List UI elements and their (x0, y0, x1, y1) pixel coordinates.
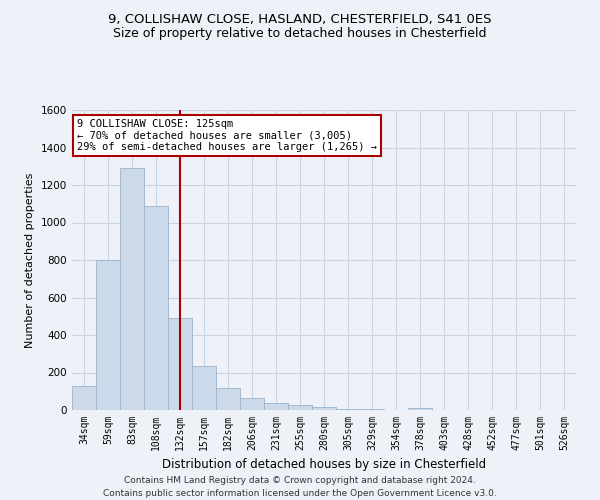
Bar (264, 404, 288, 410)
Text: Size of property relative to detached houses in Chesterfield: Size of property relative to detached ho… (113, 28, 487, 40)
Bar (312, 407, 336, 410)
Bar (144, 206, 168, 410)
Bar (336, 408, 360, 410)
Text: 9 COLLISHAW CLOSE: 125sqm
← 70% of detached houses are smaller (3,005)
29% of se: 9 COLLISHAW CLOSE: 125sqm ← 70% of detac… (77, 119, 377, 152)
Bar (192, 366, 216, 410)
Bar (120, 168, 144, 410)
Bar (288, 406, 312, 410)
Text: Contains HM Land Registry data © Crown copyright and database right 2024.
Contai: Contains HM Land Registry data © Crown c… (103, 476, 497, 498)
Bar (168, 318, 192, 410)
Bar (408, 408, 432, 410)
Bar (240, 398, 264, 410)
X-axis label: Distribution of detached houses by size in Chesterfield: Distribution of detached houses by size … (162, 458, 486, 471)
Y-axis label: Number of detached properties: Number of detached properties (25, 172, 35, 348)
Bar (96, 260, 120, 410)
Text: 9, COLLISHAW CLOSE, HASLAND, CHESTERFIELD, S41 0ES: 9, COLLISHAW CLOSE, HASLAND, CHESTERFIEL… (108, 12, 492, 26)
Bar (72, 386, 96, 410)
Bar (216, 388, 240, 410)
